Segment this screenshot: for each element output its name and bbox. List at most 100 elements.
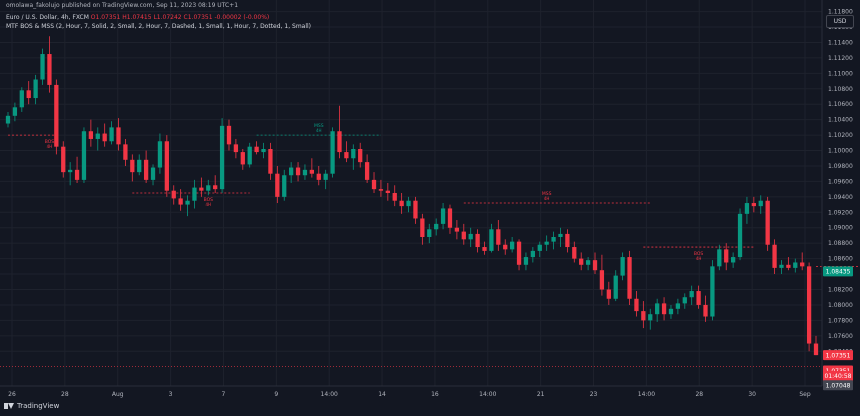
time-tick-label: 14:00 (479, 391, 496, 398)
candle-body (641, 311, 646, 321)
price-tick-label: 1.09000 (828, 225, 853, 232)
structure-timeframe: 4H (47, 144, 53, 149)
price-tick-label: 1.07800 (828, 317, 853, 324)
time-tick-label: 14:00 (638, 391, 655, 398)
candle-body (634, 298, 639, 312)
time-tick-label: 9 (274, 391, 278, 398)
price-tick-label: 1.09200 (828, 209, 853, 216)
candle-body (399, 200, 404, 207)
candle-body (434, 223, 439, 230)
candle-body (192, 187, 197, 201)
candle-body (268, 148, 273, 174)
price-tick-label: 1.09400 (828, 194, 853, 201)
candle-body (344, 152, 349, 159)
candle-body (137, 159, 142, 173)
price-tick-label: 1.08200 (828, 287, 853, 294)
candle-body (620, 257, 625, 276)
candle-body (440, 208, 446, 224)
candle-body (240, 152, 245, 165)
candle-body (254, 146, 259, 153)
price-label-box (823, 350, 853, 361)
candles (5, 36, 819, 356)
candle-body (150, 167, 156, 180)
candle-body (420, 218, 425, 238)
candle-body (392, 193, 397, 201)
candle-body (261, 148, 266, 153)
candle-body (385, 190, 390, 193)
structure-timeframe: 4H (205, 202, 211, 207)
price-tick-label: 1.11800 (828, 9, 853, 16)
candle-body (482, 247, 487, 251)
candle-body (496, 229, 501, 245)
time-tick-label: 28 (695, 391, 703, 398)
price-label-text: 1.08435 (826, 269, 851, 276)
candle-body (178, 198, 183, 205)
time-axis[interactable]: 26 28 Aug 3 7 9 14:00 14 16 14:00 21 23 14:00 28 30 Sep (8, 391, 811, 398)
candle-body (558, 233, 563, 238)
candle-body (247, 146, 252, 165)
price-label-text: 01:40:58 (825, 373, 852, 380)
price-tick-label: 1.10600 (828, 101, 853, 108)
price-tick-label: 1.09800 (828, 163, 853, 170)
candle-body (461, 231, 466, 240)
candle-body (40, 54, 45, 80)
candle-body (378, 189, 384, 191)
candle-body (765, 200, 770, 245)
candle-body (226, 125, 232, 145)
candle-body (88, 131, 94, 139)
candle-body (116, 127, 121, 145)
candle-body (54, 84, 59, 147)
publish-info: omolawa_fakolujo published on TradingVie… (6, 2, 239, 9)
candle-body (157, 141, 163, 168)
symbol-legend[interactable]: Euro / U.S. Dollar, 4h, FXCM O1.07351 H1… (6, 14, 269, 21)
candle-body (696, 291, 701, 305)
candle-body (323, 173, 328, 180)
candle-body (233, 144, 239, 153)
price-tick-label: 1.10000 (828, 148, 853, 155)
price-label-text: 1.07048 (826, 382, 851, 389)
candle-body (316, 173, 321, 180)
structure-timeframe: 4H (316, 128, 322, 133)
candle-body (724, 249, 729, 263)
structure-label: MSS (314, 123, 324, 129)
ohlc-values: O1.07351 H1.07415 L1.07242 C1.07351 -0.0… (90, 14, 270, 21)
brand-name: TradingView (17, 402, 60, 410)
candle-body (143, 159, 149, 180)
time-tick-label: 30 (748, 391, 756, 398)
price-axis[interactable]: 1.118001.116001.114001.112001.110001.108… (828, 9, 853, 356)
candle-body (275, 173, 280, 197)
indicator-legend[interactable]: MTF BOS & MSS (2, Hour, 7, Solid, 2, Sma… (6, 23, 312, 30)
candle-body (33, 79, 38, 99)
candle-body (130, 159, 135, 173)
candle-body (351, 148, 356, 159)
price-tick-label: 1.10800 (828, 86, 853, 93)
candle-body (503, 244, 508, 250)
candle-body (427, 229, 432, 238)
candle-body (565, 233, 570, 248)
candle-body (489, 229, 494, 251)
candle-body (47, 54, 52, 85)
currency-selector[interactable]: USD (826, 15, 854, 28)
candle-body (213, 185, 218, 190)
candle-body (95, 133, 100, 139)
candle-body (509, 241, 515, 250)
price-tick-label: 1.10200 (828, 132, 853, 139)
candle-body (406, 200, 411, 207)
candle-body (289, 167, 294, 176)
candle-body (572, 247, 577, 259)
price-tick-label: 1.11000 (828, 70, 853, 77)
candle-body (12, 107, 18, 116)
price-tick-label: 1.10400 (828, 117, 853, 124)
candle-body (813, 343, 819, 356)
candle-body (5, 115, 11, 124)
candle-body (655, 303, 660, 315)
candle-body (199, 187, 204, 191)
price-tick-label: 1.09600 (828, 178, 853, 185)
structure-label: BOS (694, 251, 704, 257)
candle-body (544, 241, 549, 245)
tradingview-logo[interactable]: TradingView (4, 402, 59, 410)
candle-body (793, 262, 798, 268)
structure-label: BOS (45, 139, 55, 145)
candle-body (523, 257, 529, 265)
